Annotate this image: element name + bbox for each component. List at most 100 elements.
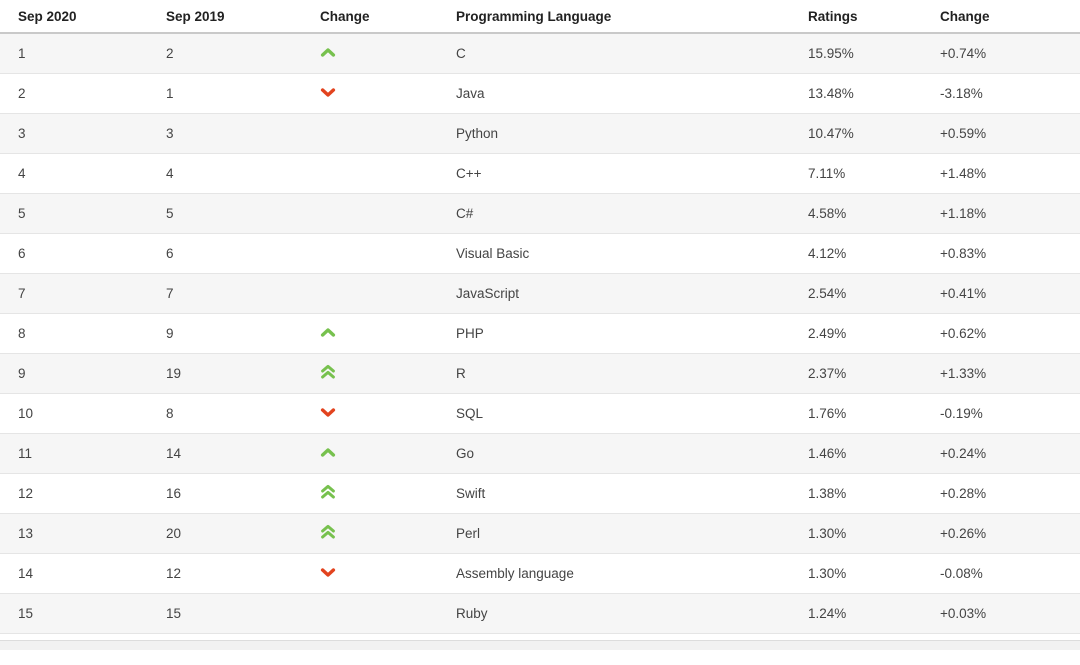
table-row: 3 3 Python 10.47% +0.59% (0, 113, 1080, 154)
table-row: 10 8 SQL 1.76% -0.19% (0, 393, 1080, 434)
column-header-change-arrow: Change (302, 0, 438, 34)
rank-2020-cell: 1 (0, 33, 148, 74)
rank-2019-cell: 2 (148, 33, 302, 74)
ratings-cell: 7.11% (790, 153, 922, 194)
change-arrow-cell (302, 393, 438, 434)
column-header-sep-2019: Sep 2019 (148, 0, 302, 34)
table-row: 11 14 Go 1.46% +0.24% (0, 433, 1080, 474)
table-row: 5 5 C# 4.58% +1.18% (0, 193, 1080, 234)
language-cell: Perl (438, 513, 790, 554)
change-arrow-cell (302, 273, 438, 314)
column-header-programming-language: Programming Language (438, 0, 790, 34)
next-section-edge (0, 639, 1080, 650)
rank-2019-cell: 8 (148, 393, 302, 434)
language-cell: PHP (438, 313, 790, 354)
rank-double-up-arrow-icon (320, 484, 336, 500)
change-arrow-cell (302, 193, 438, 234)
rank-2019-cell: 15 (148, 593, 302, 634)
rank-2020-cell: 10 (0, 393, 148, 434)
ratings-change-cell: -0.08% (922, 553, 1080, 594)
ratings-change-cell: +0.83% (922, 233, 1080, 274)
change-arrow-cell (302, 513, 438, 554)
change-arrow-cell (302, 553, 438, 594)
ratings-cell: 2.37% (790, 353, 922, 394)
language-cell: SQL (438, 393, 790, 434)
table-row: 2 1 Java 13.48% -3.18% (0, 73, 1080, 114)
change-arrow-cell (302, 113, 438, 154)
table-header: Sep 2020 Sep 2019 Change Programming Lan… (0, 0, 1080, 34)
ratings-cell: 2.54% (790, 273, 922, 314)
change-arrow-cell (302, 153, 438, 194)
ratings-change-cell: +0.41% (922, 273, 1080, 314)
rank-2020-cell: 8 (0, 313, 148, 354)
rank-2019-cell: 16 (148, 473, 302, 514)
ratings-change-cell: +0.59% (922, 113, 1080, 154)
language-cell: Ruby (438, 593, 790, 634)
change-arrow-cell (302, 593, 438, 634)
rank-2020-cell: 6 (0, 233, 148, 274)
rank-2019-cell: 7 (148, 273, 302, 314)
rank-2020-cell: 7 (0, 273, 148, 314)
change-arrow-cell (302, 233, 438, 274)
column-header-change-percent: Change (922, 0, 1080, 34)
table-row: 14 12 Assembly language 1.30% -0.08% (0, 553, 1080, 594)
table-row: 6 6 Visual Basic 4.12% +0.83% (0, 233, 1080, 274)
language-cell: Java (438, 73, 790, 114)
ratings-cell: 15.95% (790, 33, 922, 74)
ratings-change-cell: -3.18% (922, 73, 1080, 114)
change-arrow-cell (302, 33, 438, 74)
rank-2019-cell: 1 (148, 73, 302, 114)
language-cell: C (438, 33, 790, 74)
ratings-change-cell: +0.28% (922, 473, 1080, 514)
rank-2020-cell: 12 (0, 473, 148, 514)
rank-2019-cell: 19 (148, 353, 302, 394)
language-cell: Assembly language (438, 553, 790, 594)
rank-2019-cell: 12 (148, 553, 302, 594)
rank-2019-cell: 3 (148, 113, 302, 154)
ratings-cell: 4.12% (790, 233, 922, 274)
table-row: 7 7 JavaScript 2.54% +0.41% (0, 273, 1080, 314)
rank-2020-cell: 2 (0, 73, 148, 114)
language-cell: Visual Basic (438, 233, 790, 274)
ratings-change-cell: +0.26% (922, 513, 1080, 554)
table-body: 1 2 C 15.95% +0.74% 2 1 Java 13.48% -3.1… (0, 33, 1080, 634)
language-cell: Swift (438, 473, 790, 514)
rank-2019-cell: 5 (148, 193, 302, 234)
rank-2019-cell: 9 (148, 313, 302, 354)
language-cell: Go (438, 433, 790, 474)
language-cell: R (438, 353, 790, 394)
rank-2019-cell: 20 (148, 513, 302, 554)
ratings-cell: 1.30% (790, 553, 922, 594)
ratings-change-cell: +1.48% (922, 153, 1080, 194)
rank-2020-cell: 11 (0, 433, 148, 474)
ratings-cell: 13.48% (790, 73, 922, 114)
table-row: 9 19 R 2.37% +1.33% (0, 353, 1080, 394)
table-bottom-gap (0, 633, 1080, 640)
rank-double-up-arrow-icon (320, 524, 336, 540)
rank-2020-cell: 5 (0, 193, 148, 234)
rank-up-arrow-icon (320, 327, 336, 338)
ratings-cell: 1.30% (790, 513, 922, 554)
ratings-cell: 4.58% (790, 193, 922, 234)
rank-2020-cell: 13 (0, 513, 148, 554)
header-row: Sep 2020 Sep 2019 Change Programming Lan… (0, 0, 1080, 34)
table-row: 13 20 Perl 1.30% +0.26% (0, 513, 1080, 554)
rank-down-arrow-icon (320, 87, 336, 98)
language-cell: C# (438, 193, 790, 234)
change-arrow-cell (302, 473, 438, 514)
rank-2019-cell: 6 (148, 233, 302, 274)
ratings-change-cell: +0.74% (922, 33, 1080, 74)
ratings-change-cell: +0.62% (922, 313, 1080, 354)
rank-2019-cell: 4 (148, 153, 302, 194)
tiobe-ranking-table: Sep 2020 Sep 2019 Change Programming Lan… (0, 0, 1080, 634)
table-row: 8 9 PHP 2.49% +0.62% (0, 313, 1080, 354)
ratings-change-cell: +1.18% (922, 193, 1080, 234)
rank-down-arrow-icon (320, 567, 336, 578)
language-cell: JavaScript (438, 273, 790, 314)
table-row: 1 2 C 15.95% +0.74% (0, 33, 1080, 74)
ratings-cell: 1.46% (790, 433, 922, 474)
change-arrow-cell (302, 433, 438, 474)
change-arrow-cell (302, 73, 438, 114)
language-cell: Python (438, 113, 790, 154)
ratings-cell: 10.47% (790, 113, 922, 154)
